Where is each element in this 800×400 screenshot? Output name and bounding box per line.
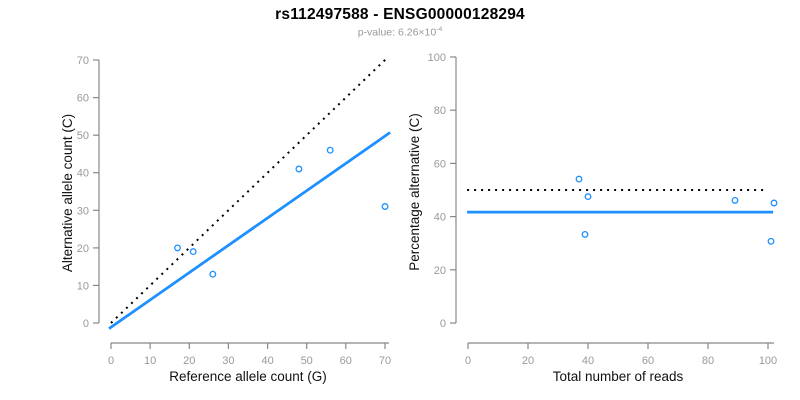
y-tick-label: 0 [83,318,89,330]
y-tick-label: 60 [434,158,446,170]
data-point [731,196,739,204]
x-tick-label: 80 [702,355,714,367]
left-y-axis-title: Alternative allele count (C) [60,113,75,273]
x-tick-label: 10 [144,355,156,367]
fit-line [108,131,391,330]
data-point [209,270,217,278]
x-tick-label: 40 [582,355,594,367]
y-tick-label: 40 [434,212,446,224]
y-tick-label: 10 [77,280,89,292]
x-tick-label: 60 [340,355,352,367]
y-tick-label: 60 [77,93,89,105]
x-tick-label: 0 [108,355,114,367]
data-point [584,193,592,201]
data-point [326,146,334,154]
data-point [770,199,778,207]
data-point [381,203,389,210]
x-tick-label: 100 [759,355,777,367]
x-tick-label: 50 [301,355,313,367]
data-point [575,175,583,183]
x-tick-label: 40 [261,355,273,367]
y-tick-label: 30 [77,205,89,217]
plot-subtitle: p-value: 6.26×10-4 [0,26,800,39]
subtitle-text: p-value: 6.26×10 [357,26,437,39]
data-point [174,244,181,252]
data-point [581,230,589,238]
x-tick-label: 30 [222,355,234,367]
y-tick-label: 50 [77,130,89,142]
left-x-axis-title: Reference allele count (G) [169,369,327,384]
data-point [189,248,197,256]
y-tick-label: 80 [434,105,446,117]
x-tick-label: 70 [379,355,391,367]
chart-left: 0 10 20 30 40 50 60 70 0 10 20 30 40 50 60 70 [77,55,391,367]
chart-right: 0 20 40 60 80 100 0 20 40 60 80 100 [428,52,778,367]
identity-line [110,55,390,324]
data-point [767,237,775,245]
y-tick-label: 70 [77,55,89,67]
y-tick-label: 100 [428,52,446,64]
y-tick-label: 20 [434,265,446,277]
x-tick-label: 20 [522,355,534,367]
subtitle-exponent: -4 [436,26,443,33]
right-x-axis-title: Total number of reads [552,369,684,384]
x-tick-label: 20 [183,355,195,367]
data-point [295,165,303,173]
right-y-axis-title: Percentage alternative (C) [407,113,422,271]
x-tick-label: 0 [465,355,471,367]
x-tick-label: 60 [642,355,654,367]
y-tick-label: 40 [77,168,89,180]
y-tick-label: 0 [440,318,446,330]
y-tick-label: 20 [77,243,89,255]
plot-title: rs112497588 - ENSG00000128294 [275,6,525,23]
